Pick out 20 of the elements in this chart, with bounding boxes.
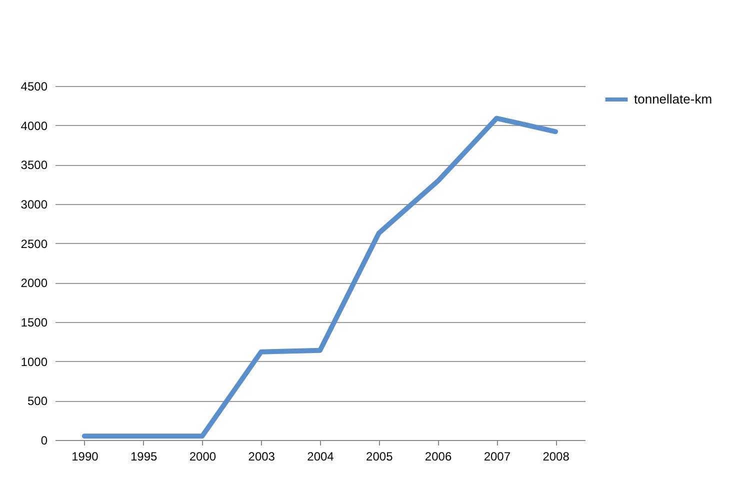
x-tick-label: 1990 — [72, 450, 99, 464]
y-tick-label: 1500 — [20, 316, 48, 330]
y-tick-label: 500 — [27, 394, 48, 408]
x-tick-label: 2007 — [484, 450, 511, 464]
x-tick-label: 2000 — [189, 450, 216, 464]
y-tick-label: 2500 — [20, 236, 48, 251]
x-tick-label: 2006 — [424, 450, 452, 464]
y-tick-label: 0 — [40, 434, 48, 448]
y-tick-label: 3000 — [20, 198, 48, 212]
x-tick-label: 2004 — [307, 450, 334, 464]
y-tick-label: 4000 — [20, 118, 48, 133]
y-tick-label: 2000 — [20, 276, 48, 290]
y-tick-label: 1000 — [20, 354, 48, 369]
x-tick-label: 2008 — [542, 450, 570, 464]
x-tick-label: 2003 — [248, 450, 276, 464]
y-tick-label: 4500 — [20, 80, 48, 94]
legend-label: tonnellate-km — [634, 92, 712, 106]
x-tick-label: 1995 — [130, 450, 158, 464]
y-tick-label: 3500 — [20, 158, 48, 172]
x-tick-label: 2005 — [366, 450, 394, 464]
